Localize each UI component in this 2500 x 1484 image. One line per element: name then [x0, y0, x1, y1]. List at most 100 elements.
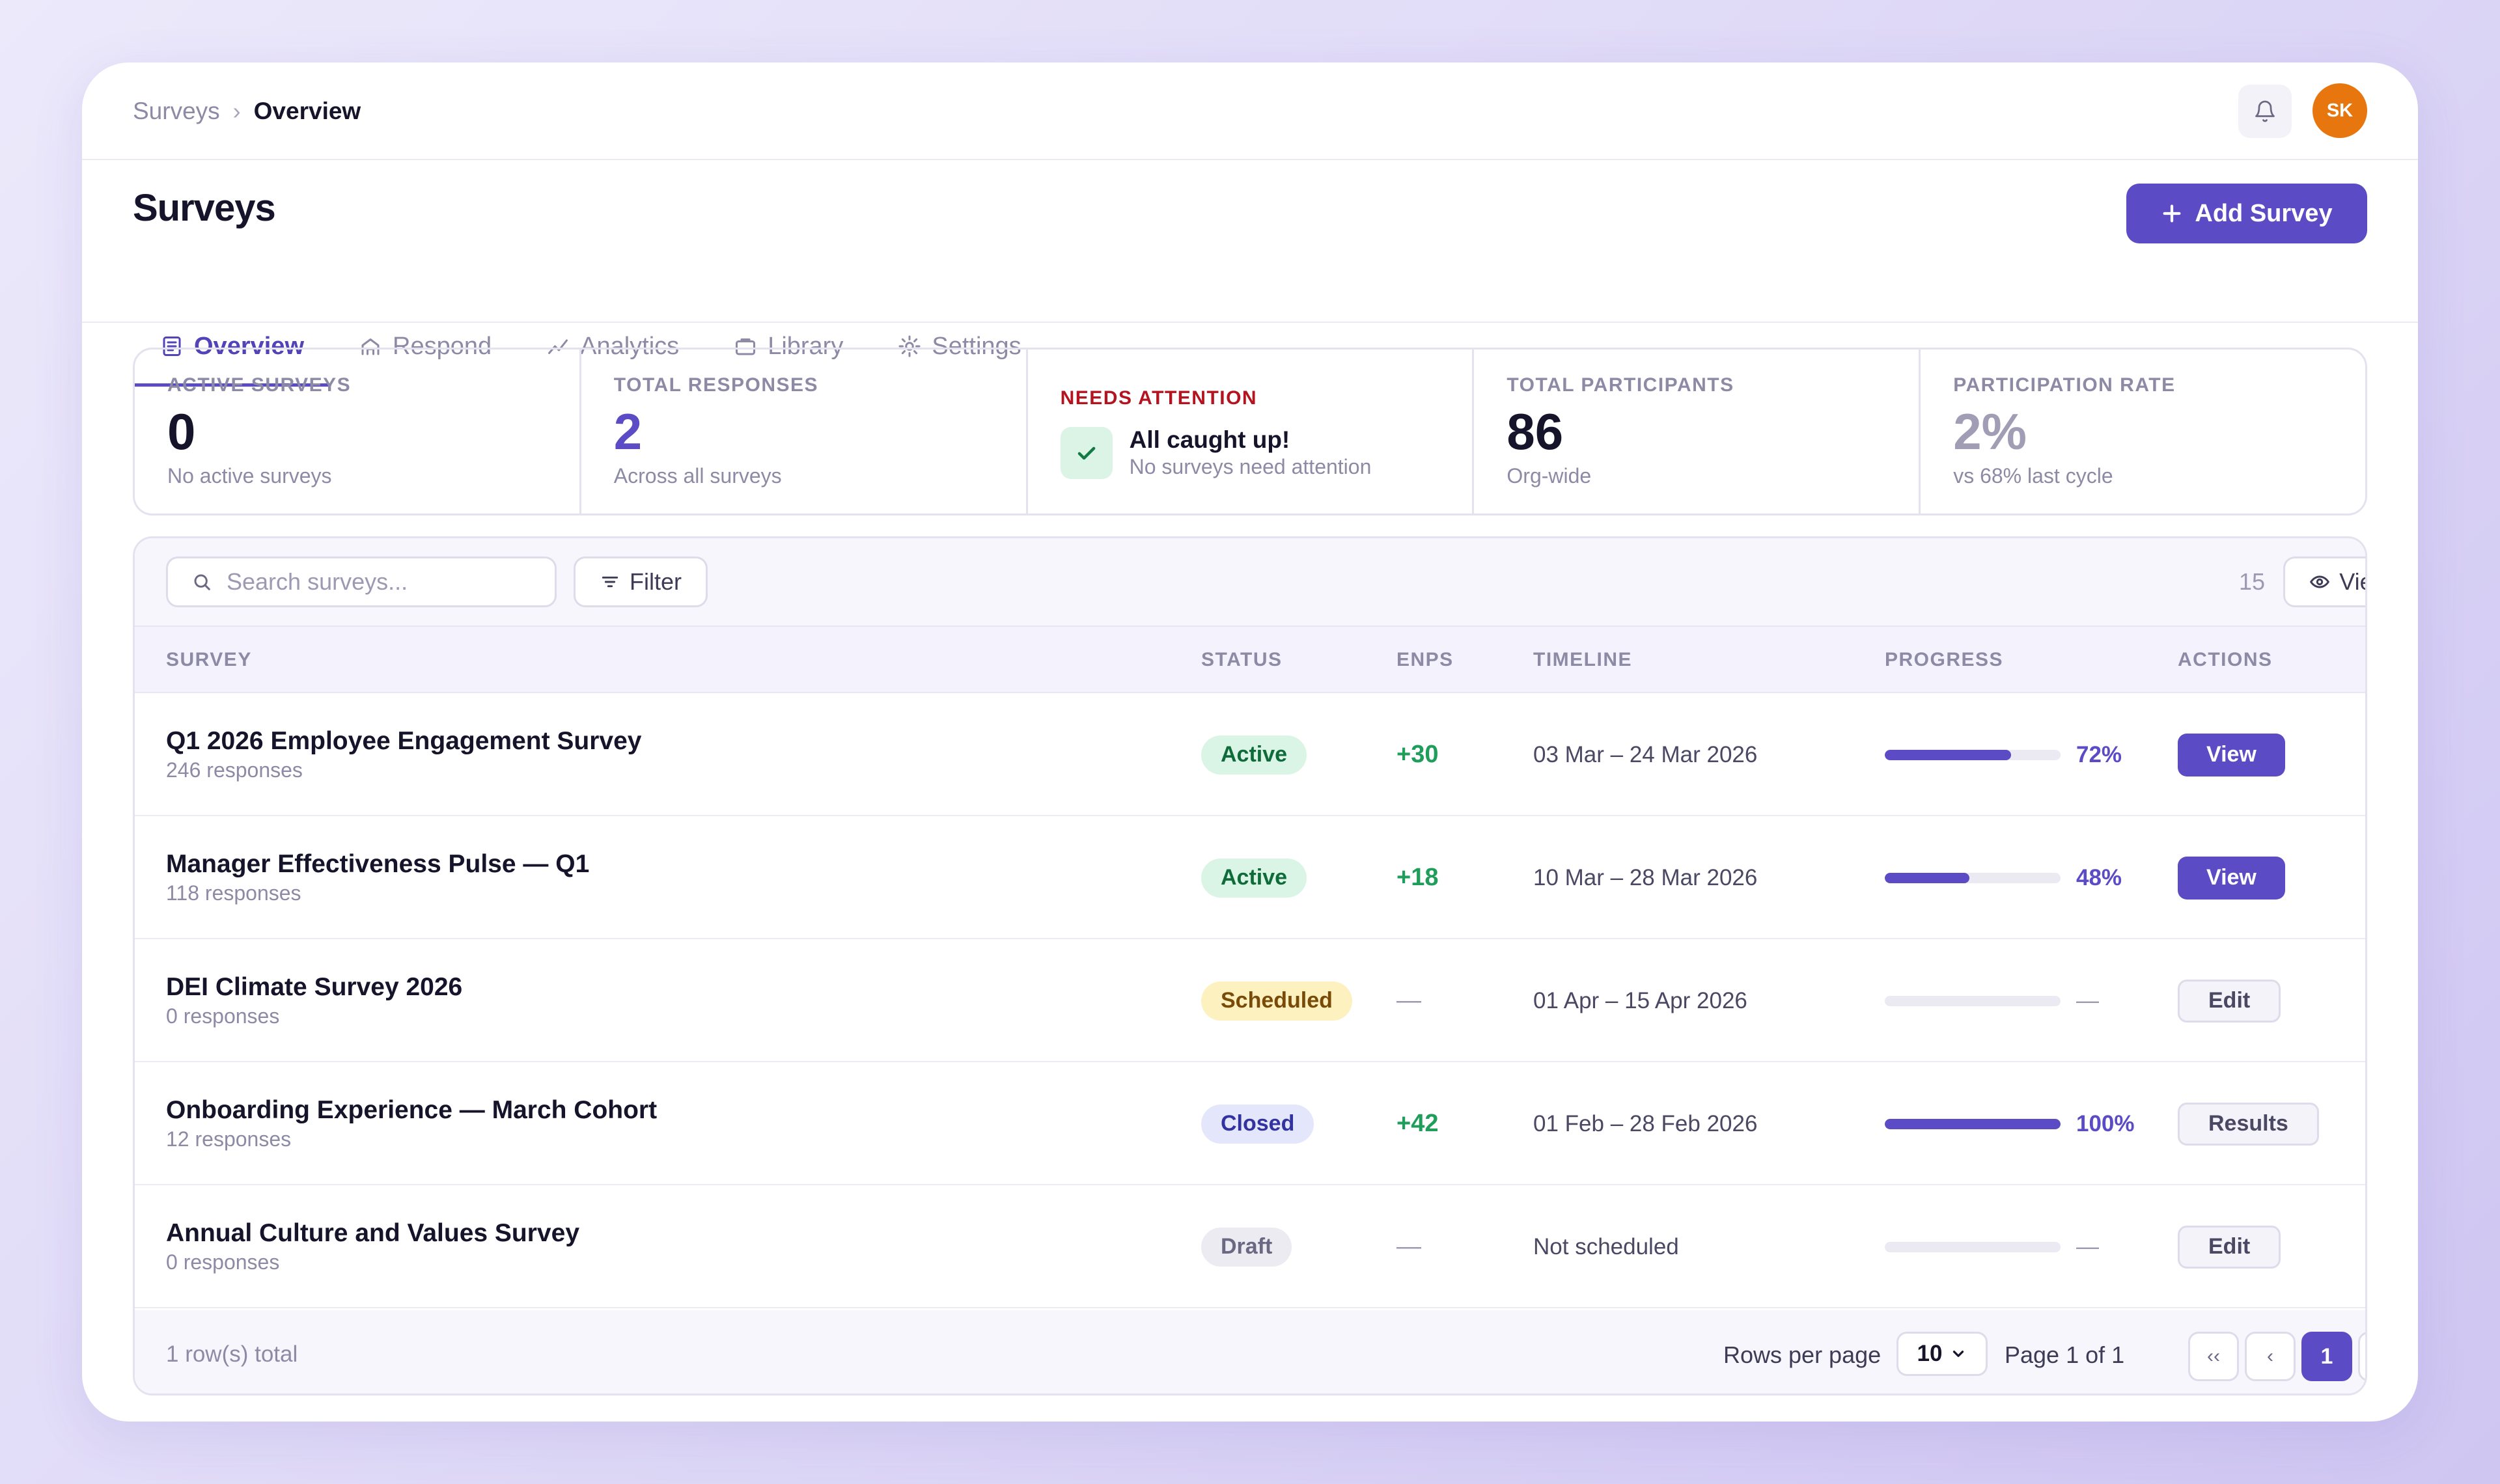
timeline-value: 03 Mar – 24 Mar 2026 [1533, 741, 1758, 767]
top-bar: Surveys › Overview SK [82, 62, 2418, 160]
row-action-button[interactable]: Results [2178, 1102, 2319, 1146]
gear-icon [898, 335, 921, 357]
page-info: Page 1 of 1 [2005, 1341, 2125, 1368]
tab-settings[interactable]: Settings [870, 306, 1048, 387]
stat-participation-rate: PARTICIPATION RATE 2% vs 68% last cycle [1921, 350, 2365, 514]
breadcrumb-separator: › [232, 98, 241, 124]
next-page-button[interactable]: › [2358, 1332, 2365, 1381]
timeline-value: 01 Apr – 15 Apr 2026 [1533, 987, 1747, 1013]
notifications-button[interactable] [2238, 85, 2292, 138]
progress-fill [1885, 749, 2012, 760]
prev-page-button[interactable]: ‹ [2245, 1332, 2296, 1381]
row-action-button[interactable]: Edit [2178, 1225, 2281, 1269]
row-action-button[interactable]: View [2178, 733, 2285, 776]
row-action-button[interactable]: Edit [2178, 979, 2281, 1023]
survey-cell: DEI Climate Survey 2026 0 responses [166, 939, 462, 1062]
timeline-cell: Not scheduled [1533, 1185, 1679, 1308]
progress-bar [1885, 995, 2061, 1006]
stat-label: ACTIVE SURVEYS [167, 374, 352, 396]
row-action-button[interactable]: View [2178, 856, 2285, 900]
timeline-value: 10 Mar – 28 Mar 2026 [1533, 864, 1758, 890]
survey-name[interactable]: DEI Climate Survey 2026 [166, 973, 463, 1001]
rows-per-page-select[interactable]: 10 [1896, 1332, 1988, 1376]
timeline-cell: 01 Feb – 28 Feb 2026 [1533, 1062, 1757, 1185]
survey-name[interactable]: Q1 2026 Employee Engagement Survey [166, 727, 642, 755]
progress-cell: 72% [1885, 693, 2122, 816]
column-header-status[interactable]: STATUS [1201, 649, 1283, 670]
column-header-progress[interactable]: PROGRESS [1885, 649, 2004, 670]
column-header-timeline[interactable]: TIMELINE [1533, 649, 1632, 670]
eye-icon [2310, 575, 2330, 588]
actions-cell: Edit [2178, 1185, 2281, 1308]
progress-label: — [2076, 987, 2099, 1013]
table-row[interactable]: DEI Climate Survey 2026 0 responses Schedu… [135, 939, 2365, 1062]
progress-cell: 48% [1885, 816, 2122, 939]
progress-fill [1885, 872, 1969, 883]
breadcrumb-current: Overview [253, 98, 361, 124]
filter-label: Filter [630, 568, 682, 595]
timeline-cell: 10 Mar – 28 Mar 2026 [1533, 816, 1757, 939]
avatar[interactable]: SK [2312, 83, 2367, 138]
survey-name[interactable]: Manager Effectiveness Pulse — Q1 [166, 850, 590, 878]
enps-value: +42 [1396, 1110, 1439, 1137]
filter-button[interactable]: Filter [574, 556, 708, 607]
stat-value: 2 [613, 403, 643, 460]
table-row[interactable]: Annual Culture and Values Survey 0 respon… [135, 1185, 2365, 1308]
stat-sub: Across all surveys [613, 463, 782, 488]
stat-total-participants: TOTAL PARTICIPANTS 86 Org-wide [1474, 350, 1921, 514]
column-header-actions: ACTIONS [2178, 649, 2273, 670]
table-row[interactable]: Manager Effectiveness Pulse — Q1 118 resp… [135, 816, 2365, 939]
status-cell: Active [1201, 693, 1307, 816]
surveys-table-panel: Search surveys... Filter 15 View SURVEY … [133, 536, 2367, 1395]
column-header-enps[interactable]: ENPS [1396, 649, 1454, 670]
survey-name[interactable]: Onboarding Experience — March Cohort [166, 1096, 658, 1124]
timeline-cell: 03 Mar – 24 Mar 2026 [1533, 693, 1757, 816]
current-page-button[interactable]: 1 [2301, 1332, 2352, 1381]
table-row[interactable]: Onboarding Experience — March Cohort 12 r… [135, 1062, 2365, 1185]
add-survey-label: Add Survey [2195, 199, 2333, 227]
breadcrumb-parent[interactable]: Surveys [133, 98, 220, 124]
add-survey-button[interactable]: Add Survey [2126, 184, 2367, 243]
tab-label: Analytics [580, 332, 680, 360]
enps-cell: +18 [1396, 816, 1438, 939]
stat-value: 0 [167, 403, 196, 460]
tab-respond[interactable]: Respond [331, 306, 519, 387]
stat-value: 2% [1953, 403, 2027, 460]
bell-icon [2255, 100, 2275, 122]
progress-cell: — [1885, 939, 2099, 1062]
search-input[interactable]: Search surveys... [166, 556, 557, 607]
status-badge: Closed [1201, 1104, 1314, 1144]
enps-cell: — [1396, 939, 1421, 1062]
table-row[interactable]: Q1 2026 Employee Engagement Survey 246 re… [135, 693, 2365, 816]
first-page-button[interactable]: ‹‹ [2188, 1332, 2239, 1381]
tab-label: Library [768, 332, 844, 360]
survey-name[interactable]: Annual Culture and Values Survey [166, 1219, 580, 1247]
view-options-button[interactable]: View [2283, 556, 2365, 607]
column-header-survey[interactable]: SURVEY [166, 649, 252, 670]
survey-responses: 246 responses [166, 758, 303, 782]
survey-responses: 118 responses [166, 881, 301, 905]
enps-cell: — [1396, 1185, 1421, 1308]
status-badge: Active [1201, 735, 1307, 775]
timeline-value: 01 Feb – 28 Feb 2026 [1533, 1110, 1758, 1136]
progress-cell: 100% [1885, 1062, 2135, 1185]
progress-label: 72% [2076, 741, 2122, 767]
enps-cell: +30 [1396, 693, 1438, 816]
status-cell: Draft [1201, 1185, 1292, 1308]
tab-label: Settings [932, 332, 1021, 360]
table-toolbar: Search surveys... Filter 15 View [135, 538, 2365, 627]
result-count: 15 [2239, 568, 2266, 595]
survey-cell: Annual Culture and Values Survey 0 respon… [166, 1185, 579, 1308]
check-icon [1060, 426, 1113, 479]
tab-overview[interactable]: Overview [133, 306, 331, 387]
tabs-divider [82, 322, 2418, 323]
breadcrumb: Surveys › Overview [133, 95, 361, 128]
progress-bar [1885, 1241, 2061, 1252]
stats-strip: ACTIVE SURVEYS 0 No active surveys TOTAL… [133, 348, 2367, 515]
actions-cell: View [2178, 693, 2285, 816]
enps-value: — [1396, 987, 1421, 1014]
stat-label: PARTICIPATION RATE [1953, 374, 2176, 396]
actions-cell: Edit [2178, 939, 2281, 1062]
survey-cell: Q1 2026 Employee Engagement Survey 246 re… [166, 693, 642, 816]
survey-cell: Manager Effectiveness Pulse — Q1 118 resp… [166, 816, 589, 939]
